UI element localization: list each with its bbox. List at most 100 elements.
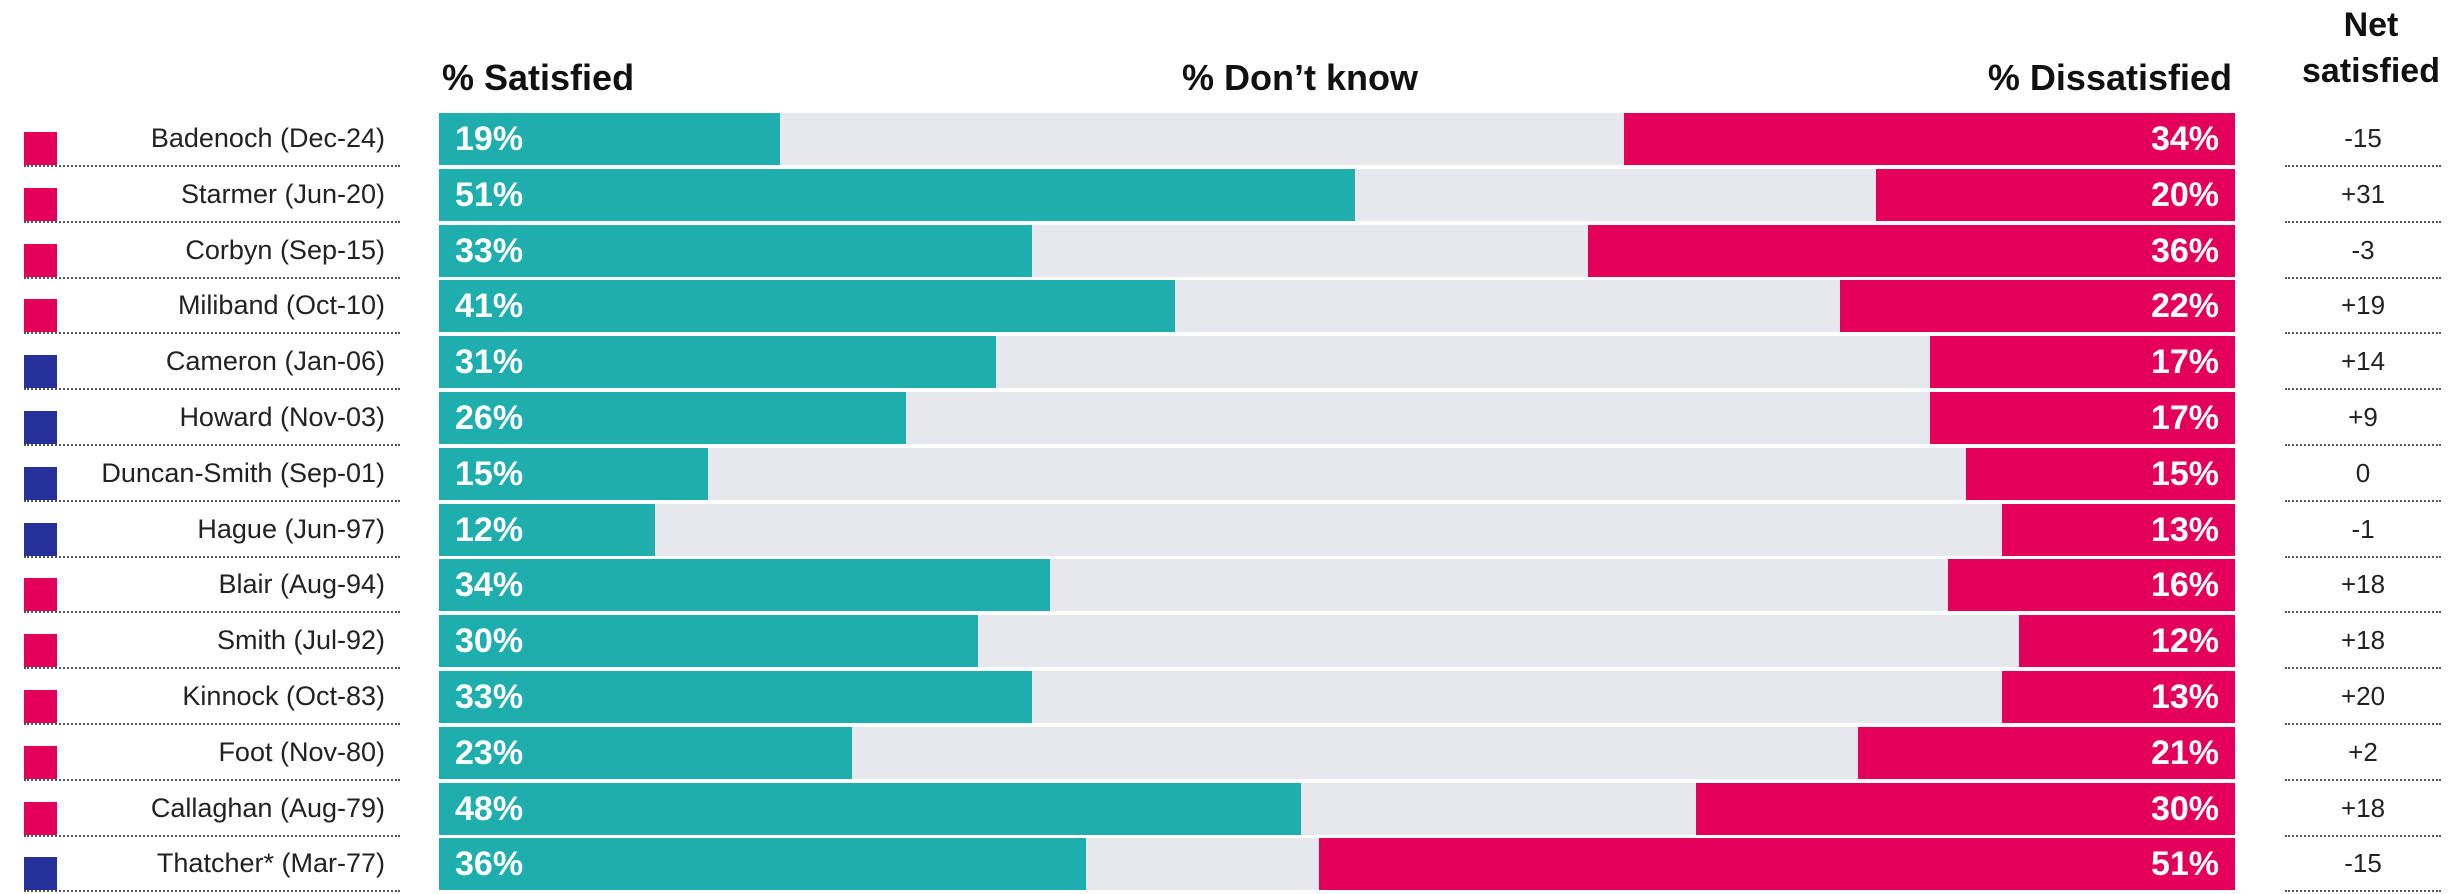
leader-label: Badenoch (Dec-24) xyxy=(150,123,385,153)
party-swatch xyxy=(24,411,57,444)
bar-dissatisfied: 36% xyxy=(1588,224,2235,277)
leader-divider xyxy=(24,388,400,391)
bar-dont-know: 51% 20% xyxy=(439,168,2235,221)
net-satisfied-value: +2 xyxy=(2348,736,2378,767)
bar-satisfied: 33% xyxy=(439,224,1032,277)
bar-dissatisfied: 13% xyxy=(2001,503,2235,556)
net-divider xyxy=(2285,723,2441,725)
net-satisfied-value: +14 xyxy=(2340,346,2386,377)
bar-dissatisfied: 34% xyxy=(1624,113,2235,165)
net-divider xyxy=(2285,667,2441,670)
net-satisfied-value: -3 xyxy=(2351,234,2375,265)
party-swatch xyxy=(24,243,57,277)
leader-divider xyxy=(24,555,400,558)
leader-label: Callaghan (Aug-79) xyxy=(150,792,385,823)
bar-dissatisfied: 22% xyxy=(1839,280,2235,333)
label-satisfied: 36% xyxy=(455,845,524,884)
label-dissatisfied: 17% xyxy=(2150,343,2219,382)
bar-dissatisfied: 12% xyxy=(2019,615,2235,668)
net-divider xyxy=(2285,444,2441,446)
header-dont-know: % Don’t know xyxy=(1182,57,1418,98)
net-divider xyxy=(2285,332,2441,335)
label-satisfied: 51% xyxy=(455,175,524,214)
bar-satisfied: 12% xyxy=(439,503,655,556)
bar-satisfied: 34% xyxy=(439,559,1050,612)
bar-dont-know: 33% 36% xyxy=(439,224,2235,277)
leader-divider xyxy=(24,165,400,167)
bar-satisfied: 33% xyxy=(439,671,1032,723)
bar-dissatisfied: 21% xyxy=(1857,726,2235,779)
bar-satisfied: 36% xyxy=(439,838,1086,891)
net-divider xyxy=(2285,388,2441,391)
bar-satisfied: 51% xyxy=(439,168,1355,221)
bar-dont-know: 30% 12% xyxy=(439,615,2235,668)
party-swatch xyxy=(24,634,57,668)
bar-satisfied: 48% xyxy=(439,782,1302,835)
chart-row: Miliband (Oct-10) 41% 22% +19 xyxy=(0,280,2453,336)
leader-divider xyxy=(24,778,400,781)
party-swatch xyxy=(24,745,57,779)
bar-satisfied: 30% xyxy=(439,615,978,668)
label-satisfied: 41% xyxy=(455,287,524,326)
label-dissatisfied: 13% xyxy=(2150,678,2219,716)
bar-dissatisfied: 17% xyxy=(1929,392,2235,444)
party-swatch xyxy=(24,355,57,389)
label-satisfied: 23% xyxy=(455,733,524,772)
net-divider xyxy=(2285,499,2441,502)
label-satisfied: 33% xyxy=(455,231,524,270)
net-divider xyxy=(2285,778,2441,781)
label-dissatisfied: 20% xyxy=(2150,175,2219,214)
leader-label: Hague (Jun-97) xyxy=(197,513,385,544)
net-divider xyxy=(2285,834,2441,837)
label-dissatisfied: 21% xyxy=(2150,733,2219,772)
net-satisfied-value: -1 xyxy=(2351,513,2375,544)
label-satisfied: 33% xyxy=(455,678,524,716)
bar-dissatisfied: 16% xyxy=(1947,559,2235,612)
label-satisfied: 15% xyxy=(455,454,524,493)
label-dissatisfied: 34% xyxy=(2150,120,2219,158)
label-dissatisfied: 30% xyxy=(2150,789,2219,828)
label-satisfied: 34% xyxy=(455,566,524,605)
party-swatch xyxy=(24,466,57,500)
label-dissatisfied: 36% xyxy=(2150,231,2219,270)
chart-row: Callaghan (Aug-79) 48% 30% +18 xyxy=(0,782,2453,839)
party-swatch xyxy=(24,578,57,612)
label-dissatisfied: 15% xyxy=(2150,454,2219,493)
net-divider xyxy=(2285,611,2441,614)
chart-row: Cameron (Jan-06) 31% 17% +14 xyxy=(0,336,2453,392)
label-dissatisfied: 12% xyxy=(2150,622,2219,661)
bar-dissatisfied: 20% xyxy=(1875,168,2235,221)
party-swatch xyxy=(24,132,57,165)
bar-dont-know: 23% 21% xyxy=(439,726,2235,779)
leader-label: Kinnock (Oct-83) xyxy=(182,681,385,711)
header-dissatisfied: % Dissatisfied xyxy=(1987,57,2232,98)
party-swatch xyxy=(24,187,57,221)
bar-dont-know: 19% 34% xyxy=(439,113,2235,165)
leader-label: Howard (Nov-03) xyxy=(179,402,385,432)
bar-dont-know: 41% 22% xyxy=(439,280,2235,333)
bar-dont-know: 33% 13% xyxy=(439,671,2235,723)
label-dissatisfied: 13% xyxy=(2150,510,2219,549)
leader-label: Miliband (Oct-10) xyxy=(177,290,385,321)
chart-row: Duncan-Smith (Sep-01) 15% 15% 0 xyxy=(0,447,2453,504)
leader-label: Blair (Aug-94) xyxy=(218,569,385,600)
net-divider xyxy=(2285,220,2441,223)
bar-dont-know: 15% 15% xyxy=(439,447,2235,500)
leader-divider xyxy=(24,667,400,670)
leader-label: Smith (Jul-92) xyxy=(216,625,385,656)
leader-label: Thatcher* (Mar-77) xyxy=(156,848,385,879)
chart-row: Blair (Aug-94) 34% 16% +18 xyxy=(0,559,2453,615)
label-satisfied: 48% xyxy=(455,789,524,828)
leader-divider xyxy=(24,220,400,223)
leader-label: Foot (Nov-80) xyxy=(218,736,385,767)
leader-divider xyxy=(24,723,400,725)
bar-dissatisfied: 15% xyxy=(1965,447,2235,500)
net-satisfied-value: +31 xyxy=(2340,178,2386,209)
label-dissatisfied: 16% xyxy=(2150,566,2219,605)
leader-label: Corbyn (Sep-15) xyxy=(185,234,385,265)
bar-satisfied: 15% xyxy=(439,447,709,500)
chart-row: Starmer (Jun-20) 51% 20% +31 xyxy=(0,168,2453,225)
label-satisfied: 30% xyxy=(455,622,524,661)
chart-row: Hague (Jun-97) 12% 13% -1 xyxy=(0,503,2453,560)
bar-dissatisfied: 17% xyxy=(1929,336,2235,389)
